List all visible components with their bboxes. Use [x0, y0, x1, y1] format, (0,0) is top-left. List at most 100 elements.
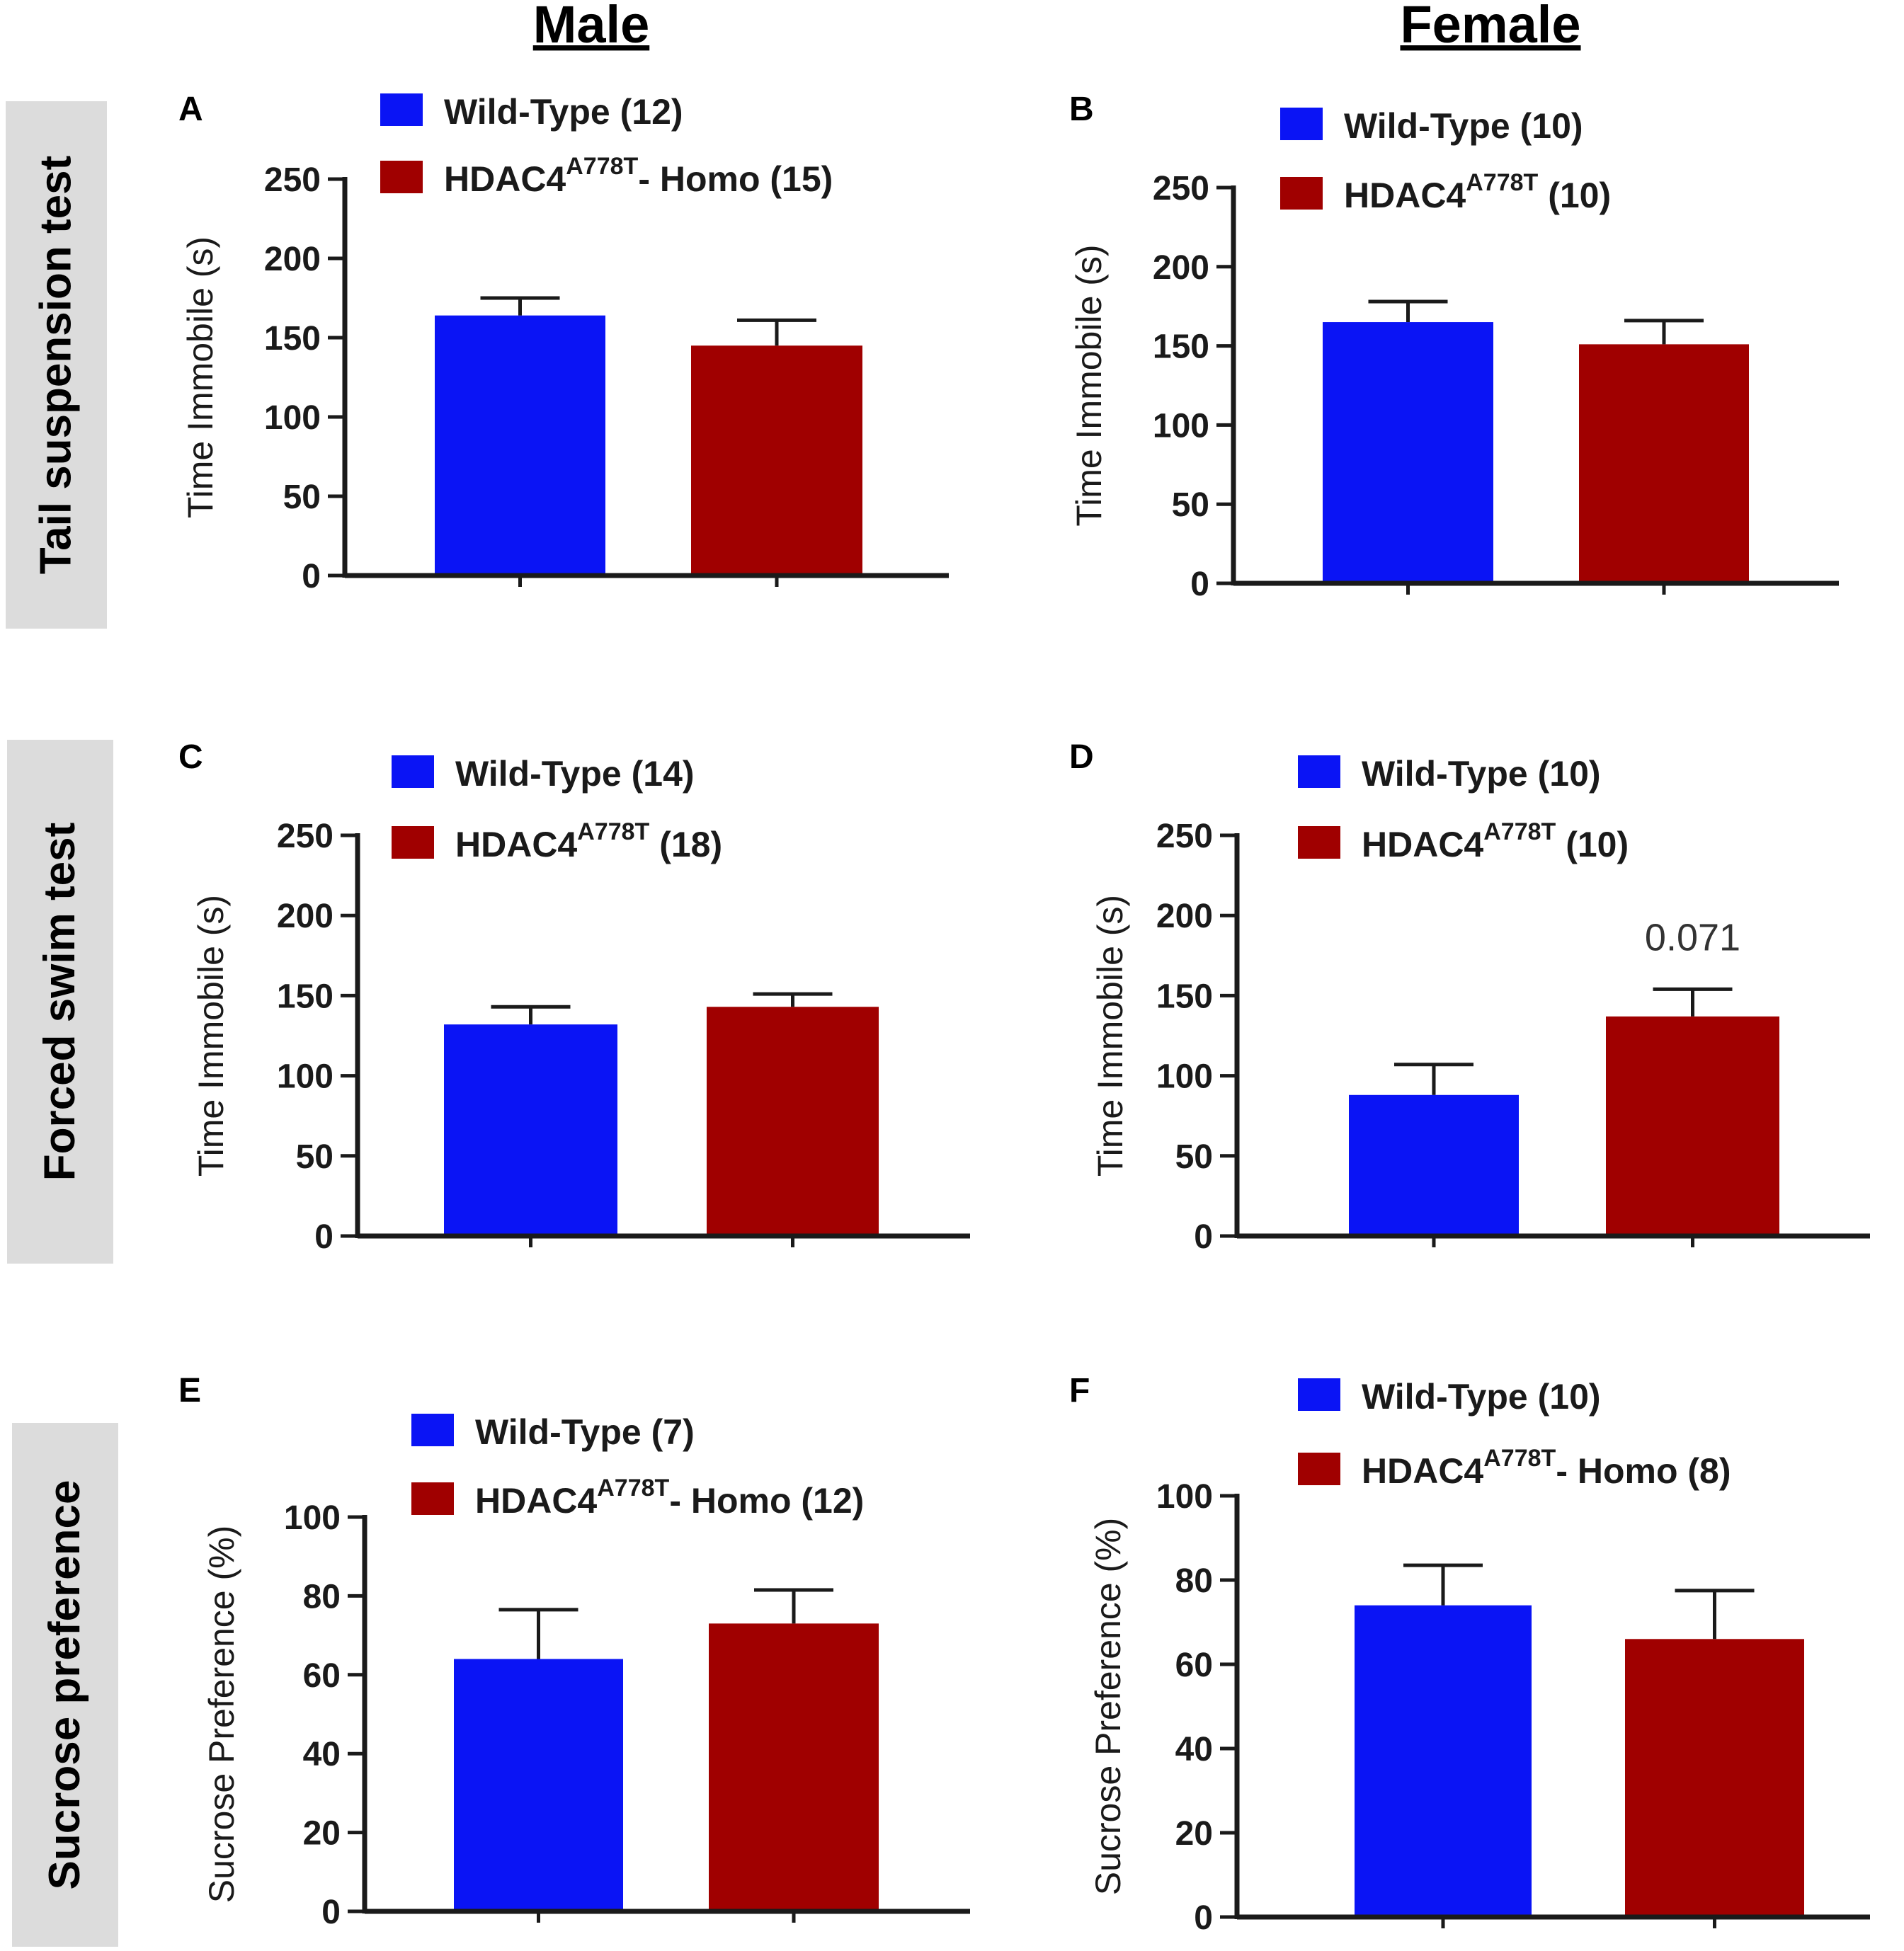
- panel-a: A 0 50 100 150 200 250 Time Immobile (s) Wild-Ty…: [178, 91, 949, 595]
- panel-letter: E: [178, 1372, 201, 1409]
- legend-label: HDAC4A778T- Homo (8): [1362, 1445, 1731, 1491]
- y-tick-label: 50: [1175, 1138, 1213, 1176]
- bar: [707, 1007, 879, 1236]
- y-tick-label: 150: [277, 978, 334, 1015]
- legend-label: HDAC4A778T- Homo (12): [475, 1475, 864, 1521]
- y-tick-label: 60: [1175, 1647, 1213, 1684]
- y-tick-label: 100: [277, 1058, 334, 1096]
- legend-label: HDAC4A778T (18): [455, 818, 722, 864]
- y-tick-label: 150: [1153, 328, 1209, 366]
- bar: [435, 315, 605, 576]
- legend-swatch: [380, 161, 423, 193]
- legend-swatch: [1280, 177, 1323, 210]
- y-axis-label: Sucrose Preference (%): [202, 1526, 241, 1904]
- y-tick-label: 40: [1175, 1731, 1213, 1768]
- panel-f: F 0 20 40 60 80 100 Sucrose Preference (%) Wild-…: [1069, 1372, 1870, 1937]
- panel-letter: D: [1069, 738, 1094, 776]
- legend-swatch: [1298, 826, 1340, 859]
- y-tick-label: 0: [321, 1894, 341, 1931]
- y-tick-label: 0: [314, 1218, 334, 1256]
- y-tick-label: 150: [1156, 978, 1213, 1015]
- y-tick-label: 200: [1153, 249, 1209, 287]
- legend-label: Wild-Type (10): [1362, 754, 1601, 794]
- y-tick-label: 100: [284, 1499, 341, 1537]
- bar: [691, 345, 862, 576]
- panel-b: B 0 50 100 150 200 250 Time Immobile (s) Wild-Ty…: [1069, 91, 1839, 603]
- y-tick-label: 100: [264, 399, 321, 437]
- panel-e: E 0 20 40 60 80 100 Sucrose Preference (%) Wild-…: [178, 1372, 970, 1931]
- legend-swatch: [380, 93, 423, 126]
- legend-label: Wild-Type (7): [475, 1412, 695, 1452]
- legend-swatch: [1298, 1453, 1340, 1485]
- y-tick-label: 150: [264, 320, 321, 357]
- y-tick-label: 20: [303, 1815, 341, 1853]
- bar: [1349, 1094, 1519, 1236]
- bar: [1323, 322, 1493, 583]
- y-tick-label: 20: [1175, 1815, 1213, 1853]
- y-tick-label: 100: [1156, 1058, 1213, 1096]
- y-tick-label: 0: [1194, 1899, 1213, 1937]
- panel-letter: F: [1069, 1372, 1090, 1409]
- y-tick-label: 0: [1190, 566, 1209, 603]
- y-tick-label: 250: [277, 818, 334, 855]
- y-axis-label: Time Immobile (s): [1069, 244, 1109, 526]
- legend-swatch: [411, 1414, 454, 1446]
- legend-swatch: [1280, 108, 1323, 140]
- bar: [454, 1659, 623, 1911]
- bar: [1579, 344, 1749, 583]
- legend-label: HDAC4A778T- Homo (15): [444, 153, 833, 199]
- legend-swatch: [411, 1482, 454, 1515]
- y-tick-label: 60: [303, 1657, 341, 1695]
- row-label: Forced swim test: [35, 823, 84, 1181]
- legend-label: Wild-Type (10): [1344, 106, 1583, 146]
- y-tick-label: 200: [1156, 898, 1213, 935]
- y-tick-label: 80: [303, 1578, 341, 1615]
- panel-letter: B: [1069, 91, 1094, 128]
- y-tick-label: 0: [302, 558, 321, 595]
- row-label: Sucrose preference: [40, 1480, 89, 1890]
- legend-label: Wild-Type (12): [444, 92, 683, 132]
- bar: [1625, 1639, 1804, 1917]
- row-label-box: [6, 101, 107, 629]
- panel-d: D 0 50 100 150 200 250 Time Immobile (s) Wild-Ty…: [1069, 738, 1870, 1256]
- bar: [1606, 1016, 1779, 1236]
- bar: [709, 1623, 879, 1911]
- legend-label: Wild-Type (14): [455, 754, 695, 794]
- panel-letter: A: [178, 91, 203, 128]
- y-tick-label: 200: [277, 898, 334, 935]
- y-tick-label: 250: [1153, 170, 1209, 207]
- legend-label: HDAC4A778T (10): [1362, 818, 1629, 864]
- row-label: Tail suspension test: [32, 156, 81, 574]
- bar: [1355, 1605, 1532, 1917]
- y-tick-label: 0: [1194, 1218, 1213, 1256]
- y-axis-label: Time Immobile (s): [191, 895, 231, 1177]
- row-label-box: [12, 1423, 118, 1947]
- y-axis-label: Sucrose Preference (%): [1088, 1518, 1128, 1896]
- y-axis-label: Time Immobile (s): [1090, 895, 1130, 1177]
- y-tick-label: 50: [1172, 486, 1209, 524]
- p-value-annotation: 0.071: [1645, 916, 1740, 959]
- legend-swatch: [1298, 1378, 1340, 1411]
- y-tick-label: 40: [303, 1736, 341, 1773]
- panel-c: C 0 50 100 150 200 250 Time Immobile (s) Wild-Ty…: [178, 738, 970, 1256]
- panel-letter: C: [178, 738, 203, 776]
- legend-label: Wild-Type (10): [1362, 1377, 1601, 1417]
- y-tick-label: 100: [1153, 407, 1209, 445]
- column-title-female: Female: [1400, 0, 1580, 54]
- column-title-male: Male: [533, 0, 650, 54]
- y-axis-label: Time Immobile (s): [181, 236, 220, 518]
- y-tick-label: 250: [1156, 818, 1213, 855]
- legend-swatch: [392, 755, 434, 788]
- y-tick-label: 200: [264, 241, 321, 278]
- y-tick-label: 250: [264, 161, 321, 199]
- legend-label: HDAC4A778T (10): [1344, 169, 1611, 215]
- row-label-box: [7, 740, 113, 1264]
- legend-swatch: [1298, 755, 1340, 788]
- y-tick-label: 80: [1175, 1562, 1213, 1600]
- y-tick-label: 50: [283, 479, 321, 516]
- y-tick-label: 100: [1156, 1478, 1213, 1516]
- legend-swatch: [392, 826, 434, 859]
- y-tick-label: 50: [296, 1138, 334, 1176]
- bar: [444, 1024, 617, 1236]
